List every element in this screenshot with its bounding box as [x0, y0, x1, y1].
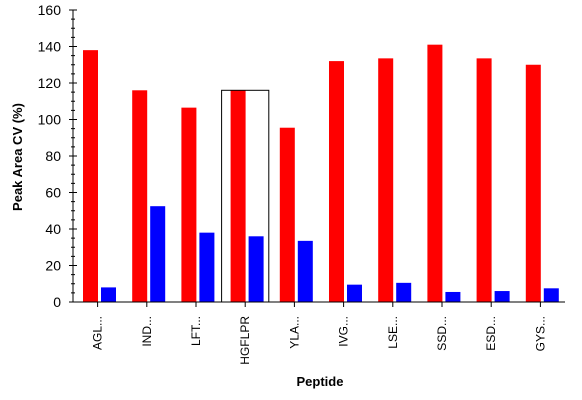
x-category-label-3: LFT... — [189, 316, 203, 346]
x-axis-title: Peptide — [297, 374, 344, 389]
x-category-label-6: IVG... — [337, 316, 351, 347]
y-tick-label-0: 0 — [53, 294, 61, 310]
bar-series-2-3[interactable] — [199, 232, 215, 302]
y-tick-label-140: 140 — [38, 39, 62, 55]
x-category-label-7: LSE... — [386, 316, 400, 349]
y-tick-label-160: 160 — [38, 2, 62, 18]
bar-series-1-7[interactable] — [378, 58, 394, 302]
bar-series-1-10[interactable] — [525, 64, 541, 302]
y-tick-label-60: 60 — [45, 185, 61, 201]
y-tick-label-120: 120 — [38, 75, 62, 91]
bar-series-1-4[interactable] — [230, 90, 246, 302]
bar-series-1-3[interactable] — [181, 107, 197, 302]
x-category-label-9: ESD... — [484, 316, 498, 351]
bars-layer — [83, 44, 559, 303]
x-category-label-5: YLA... — [287, 316, 301, 349]
labels-layer: 0 20 40 60 80 100 120 140 160 AGL... IND... LFT... H… — [38, 2, 548, 365]
bar-series-2-10[interactable] — [543, 288, 559, 302]
bar-series-1-9[interactable] — [476, 58, 492, 302]
bar-series-1-8[interactable] — [427, 44, 443, 303]
x-category-label-8: SSD... — [435, 316, 449, 351]
bar-series-2-1[interactable] — [101, 287, 116, 302]
y-tick-label-80: 80 — [45, 148, 61, 164]
bar-series-2-8[interactable] — [445, 291, 461, 302]
bar-series-2-5[interactable] — [297, 240, 313, 302]
bar-series-1-5[interactable] — [279, 127, 295, 303]
x-category-label-2: IND... — [140, 316, 154, 347]
bar-series-1-6[interactable] — [329, 61, 344, 302]
y-tick-label-100: 100 — [38, 112, 62, 128]
bar-series-2-4[interactable] — [248, 236, 264, 302]
y-tick-label-20: 20 — [45, 258, 61, 274]
bar-series-2-9[interactable] — [494, 291, 510, 302]
bar-series-1-2[interactable] — [132, 90, 148, 302]
bar-series-2-6[interactable] — [347, 284, 362, 302]
x-category-label-10: GYS... — [533, 316, 547, 351]
bar-series-1-1[interactable] — [83, 50, 98, 303]
x-category-label-4: HGFLPR — [238, 316, 252, 365]
x-category-label-1: AGL... — [91, 316, 105, 350]
y-tick-label-40: 40 — [45, 221, 61, 237]
axes-layer — [69, 9, 565, 307]
y-axis-title: Peak Area CV (%) — [10, 103, 25, 211]
bar-series-2-2[interactable] — [150, 206, 166, 302]
bar-series-2-7[interactable] — [396, 282, 412, 302]
